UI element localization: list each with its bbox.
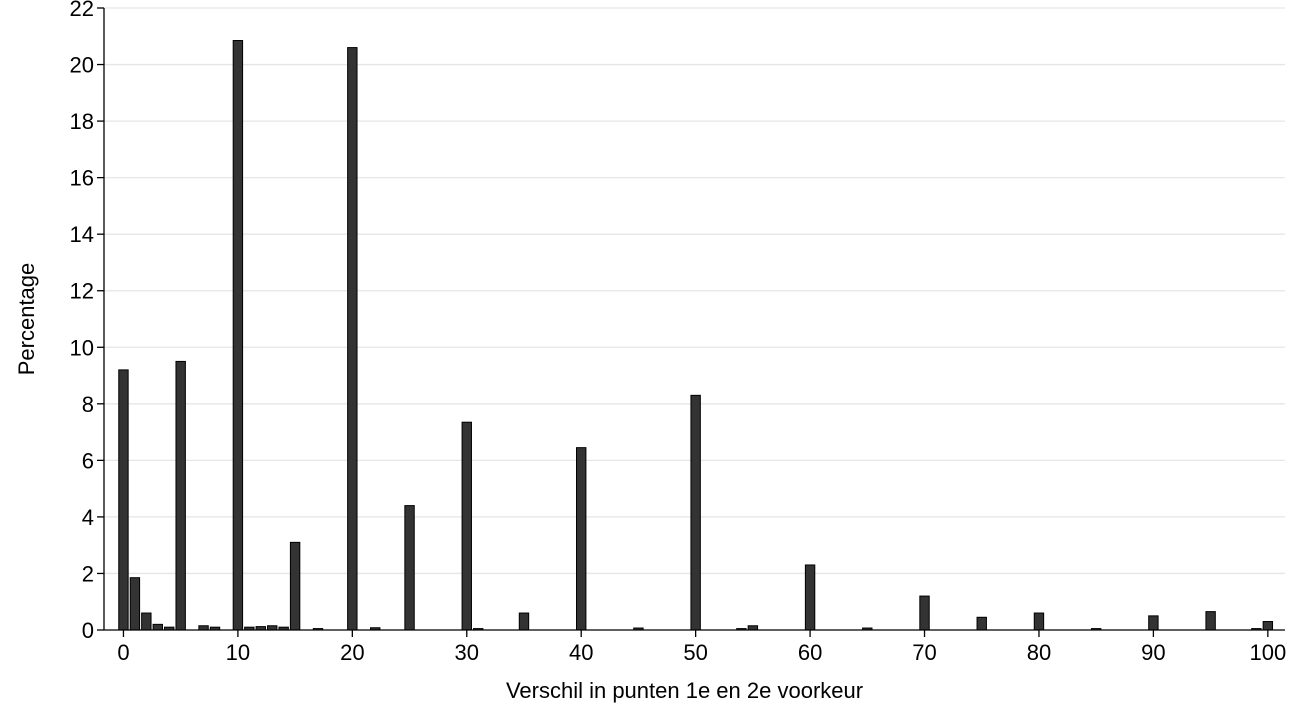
bar: [518, 612, 530, 631]
y-axis-ticks: 0 2 4 6 8 10 12 14 16 18 20 22: [70, 0, 104, 643]
x-axis-ticks: 0 10 20 30 40 50 60 70 80 90 100: [117, 630, 1286, 665]
bar: [1148, 615, 1159, 631]
bars: [118, 40, 1274, 631]
bar: [690, 394, 701, 631]
y-tick-label: 20: [70, 53, 94, 78]
y-tick-label: 6: [82, 448, 94, 473]
y-tick-label: 14: [70, 222, 94, 247]
y-tick-label: 12: [70, 279, 94, 304]
bar: [976, 616, 987, 631]
x-tick-label: 10: [226, 640, 250, 665]
bar: [289, 541, 301, 631]
y-tick-label: 2: [82, 561, 94, 586]
bar: [1205, 611, 1216, 631]
x-tick-label: 70: [912, 640, 936, 665]
x-tick-label: 20: [340, 640, 364, 665]
bar: [347, 47, 358, 631]
y-axis-title: Percentage: [14, 263, 39, 376]
x-tick-label: 30: [455, 640, 479, 665]
x-tick-label: 60: [798, 640, 822, 665]
x-tick-label: 80: [1027, 640, 1051, 665]
bar: [1033, 612, 1045, 631]
bar: [404, 505, 415, 631]
bar: [129, 577, 141, 631]
bar: [1262, 621, 1274, 631]
bar: [576, 447, 587, 631]
y-tick-label: 0: [82, 618, 94, 643]
bar: [152, 623, 163, 631]
y-tick-label: 4: [82, 505, 94, 530]
bar: [175, 360, 186, 631]
y-tick-label: 18: [70, 109, 94, 134]
bar: [919, 595, 930, 631]
x-tick-label: 0: [117, 640, 129, 665]
x-tick-label: 90: [1141, 640, 1165, 665]
y-tick-label: 22: [70, 0, 94, 21]
bar: [804, 564, 816, 631]
y-tick-label: 16: [70, 166, 94, 191]
bar: [118, 369, 129, 631]
x-axis-title: Verschil in punten 1e en 2e voorkeur: [506, 678, 863, 703]
bar: [461, 421, 472, 631]
bar: [232, 40, 244, 631]
bar: [141, 612, 152, 631]
y-tick-label: 8: [82, 392, 94, 417]
y-tick-label: 10: [70, 335, 94, 360]
x-tick-label: 40: [569, 640, 593, 665]
x-tick-label: 100: [1249, 640, 1286, 665]
x-tick-label: 50: [683, 640, 707, 665]
gridlines: [104, 7, 1285, 575]
